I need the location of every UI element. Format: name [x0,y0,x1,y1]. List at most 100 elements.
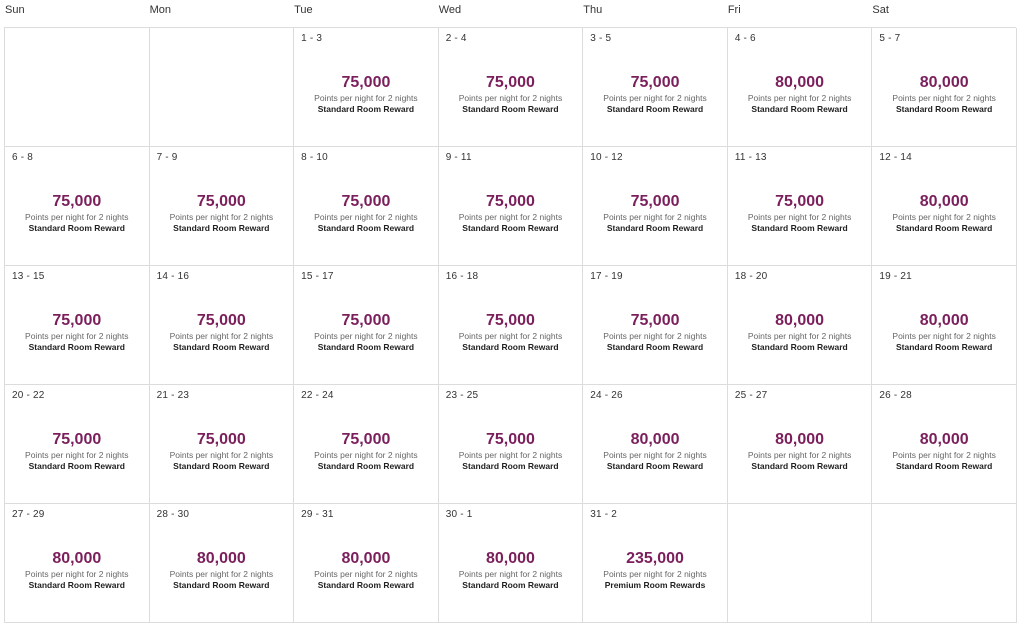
reward-type-label: Standard Room Reward [895,461,993,471]
reward-type-label: Standard Room Reward [462,104,559,114]
stay-rate-block: 75,000 Points per night for 2 nights Stand… [5,431,149,472]
stay-cell[interactable]: 20 - 22 75,000 Points per night for 2 nigh… [5,385,150,504]
weekday-header-thu: Thu [583,4,603,16]
points-caption: Points per night for 2 nights [747,450,852,460]
stay-cell[interactable]: 2 - 4 75,000 Points per night for 2 nights… [438,28,584,147]
points-caption: Points per night for 2 nights [458,331,563,341]
stay-cell[interactable]: 29 - 31 80,000 Points per night for 2 nigh… [294,504,439,623]
points-caption: Points per night for 2 nights [603,212,707,222]
points-value: 80,000 [919,74,969,91]
empty-day-cell [5,28,150,147]
points-caption: Points per night for 2 nights [314,93,418,103]
stay-rate-block: 80,000 Points per night for 2 nights Stand… [583,431,727,472]
stay-cell[interactable]: 5 - 7 80,000 Points per night for 2 nights… [872,28,1017,147]
calendar-grid: 1 - 3 75,000 Points per night for 2 nights… [4,27,1017,623]
stay-rate-block: 75,000 Points per night for 2 nights Stand… [294,431,438,472]
stay-cell[interactable]: 24 - 26 80,000 Points per night for 2 nigh… [583,385,728,504]
stay-rate-block: 75,000 Points per night for 2 nights Stand… [583,74,727,115]
empty-day-cell [727,504,873,623]
stay-cell[interactable]: 30 - 1 80,000 Points per night for 2 night… [438,504,584,623]
stay-cell[interactable]: 21 - 23 75,000 Points per night for 2 nigh… [149,385,295,504]
stay-cell[interactable]: 25 - 27 80,000 Points per night for 2 nigh… [727,385,873,504]
stay-cell[interactable]: 23 - 25 75,000 Points per night for 2 nigh… [438,385,584,504]
stay-cell[interactable]: 10 - 12 75,000 Points per night for 2 nigh… [583,147,728,266]
points-caption: Points per night for 2 nights [25,331,129,341]
stay-cell[interactable]: 15 - 17 75,000 Points per night for 2 nigh… [294,266,439,385]
reward-type-label: Standard Room Reward [173,223,270,233]
stay-cell[interactable]: 16 - 18 75,000 Points per night for 2 nigh… [438,266,584,385]
points-caption: Points per night for 2 nights [314,212,418,222]
stay-date-range: 29 - 31 [301,509,334,520]
stay-cell[interactable]: 9 - 11 75,000 Points per night for 2 night… [438,147,584,266]
stay-cell[interactable]: 28 - 30 80,000 Points per night for 2 nigh… [149,504,295,623]
reward-type-label: Standard Room Reward [751,104,848,114]
points-caption: Points per night for 2 nights [892,93,996,103]
reward-type-label: Standard Room Reward [606,342,704,352]
points-value: 80,000 [630,431,680,448]
points-value: 75,000 [486,74,535,91]
points-caption: Points per night for 2 nights [892,331,996,341]
points-caption: Points per night for 2 nights [603,450,707,460]
stay-cell[interactable]: 7 - 9 75,000 Points per night for 2 nights… [149,147,295,266]
stay-cell[interactable]: 4 - 6 80,000 Points per night for 2 nights… [727,28,873,147]
points-caption: Points per night for 2 nights [603,93,707,103]
stay-cell[interactable]: 11 - 13 75,000 Points per night for 2 nigh… [727,147,873,266]
stay-cell[interactable]: 18 - 20 80,000 Points per night for 2 nigh… [727,266,873,385]
stay-cell[interactable]: 31 - 2 235,000 Points per night for 2 nigh… [583,504,728,623]
weekday-header-fri: Fri [727,4,741,16]
stay-rate-block: 75,000 Points per night for 2 nights Stand… [150,193,294,234]
stay-cell[interactable]: 12 - 14 80,000 Points per night for 2 nigh… [872,147,1017,266]
stay-rate-block: 75,000 Points per night for 2 nights Stand… [583,312,727,353]
stay-rate-block: 75,000 Points per night for 2 nights Stand… [5,193,149,234]
points-caption: Points per night for 2 nights [458,93,563,103]
stay-cell[interactable]: 17 - 19 75,000 Points per night for 2 nigh… [583,266,728,385]
reward-type-label: Standard Room Reward [173,461,270,471]
reward-type-label: Standard Room Reward [173,580,270,590]
points-value: 80,000 [775,312,825,329]
stay-cell[interactable]: 3 - 5 75,000 Points per night for 2 nights… [583,28,728,147]
reward-type-label: Standard Room Reward [317,223,415,233]
stay-cell[interactable]: 22 - 24 75,000 Points per night for 2 nigh… [294,385,439,504]
points-caption: Points per night for 2 nights [747,93,852,103]
stay-cell[interactable]: 27 - 29 80,000 Points per night for 2 nigh… [5,504,150,623]
points-caption: Points per night for 2 nights [747,331,852,341]
points-caption: Points per night for 2 nights [25,212,129,222]
points-caption: Points per night for 2 nights [169,212,274,222]
points-caption: Points per night for 2 nights [892,450,996,460]
stay-date-range: 19 - 21 [879,271,912,282]
stay-cell[interactable]: 14 - 16 75,000 Points per night for 2 nigh… [149,266,295,385]
stay-rate-block: 75,000 Points per night for 2 nights Stand… [439,74,583,115]
stay-cell[interactable]: 8 - 10 75,000 Points per night for 2 night… [294,147,439,266]
stay-rate-block: 80,000 Points per night for 2 nights Stand… [5,550,149,591]
points-value: 75,000 [341,74,391,91]
rate-calendar: Sun Mon Tue Wed Thu Fri Sat 1 - 3 75,000 Points … [4,0,1017,623]
reward-type-label: Standard Room Reward [751,461,848,471]
stay-cell[interactable]: 13 - 15 75,000 Points per night for 2 nigh… [5,266,150,385]
reward-type-label: Standard Room Reward [462,461,559,471]
points-caption: Points per night for 2 nights [892,212,996,222]
stay-cell[interactable]: 1 - 3 75,000 Points per night for 2 nights… [294,28,439,147]
stay-rate-block: 80,000 Points per night for 2 nights Stand… [872,74,1016,115]
reward-type-label: Standard Room Reward [28,461,125,471]
reward-type-label: Standard Room Reward [173,342,270,352]
stay-rate-block: 80,000 Points per night for 2 nights Stand… [728,312,872,353]
points-caption: Points per night for 2 nights [458,569,563,579]
stay-rate-block: 75,000 Points per night for 2 nights Stand… [150,312,294,353]
points-value: 75,000 [341,431,391,448]
stay-cell[interactable]: 26 - 28 80,000 Points per night for 2 nigh… [872,385,1017,504]
stay-rate-block: 235,000 Points per night for 2 nights Prem… [583,550,727,591]
points-value: 75,000 [52,312,102,329]
stay-date-range: 10 - 12 [590,152,623,163]
stay-date-range: 16 - 18 [445,271,479,282]
stay-rate-block: 75,000 Points per night for 2 nights Stand… [439,312,583,353]
points-value: 80,000 [775,431,825,448]
stay-rate-block: 75,000 Points per night for 2 nights Stand… [728,193,872,234]
points-caption: Points per night for 2 nights [169,331,274,341]
stay-date-range: 7 - 9 [156,152,178,163]
stay-date-range: 18 - 20 [734,271,768,282]
stay-cell[interactable]: 19 - 21 80,000 Points per night for 2 nigh… [872,266,1017,385]
stay-date-range: 1 - 3 [301,33,323,44]
stay-date-range: 14 - 16 [156,271,190,282]
points-value: 80,000 [775,74,825,91]
stay-cell[interactable]: 6 - 8 75,000 Points per night for 2 nights… [5,147,150,266]
